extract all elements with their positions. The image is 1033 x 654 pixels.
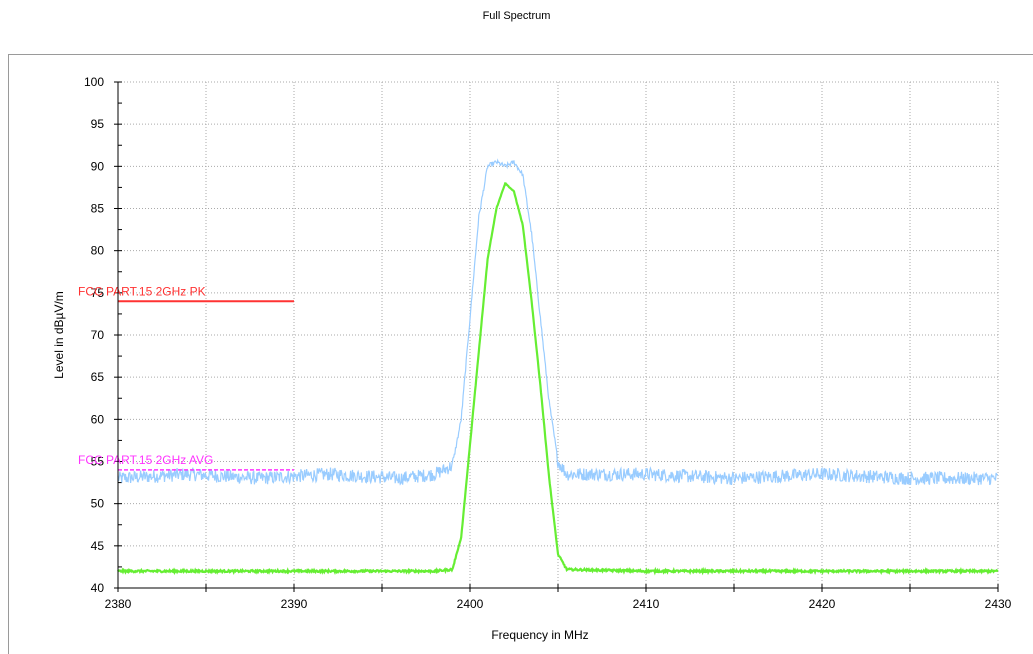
y-tick-label: 45 bbox=[91, 539, 105, 553]
x-tick-label: 2420 bbox=[809, 597, 836, 611]
x-tick-label: 2390 bbox=[281, 597, 308, 611]
series-line-2 bbox=[117, 182, 999, 576]
y-tick-label: 85 bbox=[91, 202, 105, 216]
x-tick-label: 2430 bbox=[985, 597, 1012, 611]
y-tick-label: 75 bbox=[91, 286, 105, 300]
y-tick-label: 65 bbox=[91, 370, 105, 384]
series-line-1 bbox=[117, 158, 999, 486]
y-tick-label: 60 bbox=[91, 412, 105, 426]
y-tick-label: 80 bbox=[91, 244, 105, 258]
y-tick-label: 50 bbox=[91, 497, 105, 511]
limit-label-avg: FCC PART.15 2GHz AVG bbox=[78, 453, 213, 467]
limit-label-pk: FCC PART.15 2GHz PK bbox=[78, 284, 206, 298]
y-tick-label: 90 bbox=[91, 159, 105, 173]
y-tick-label: 70 bbox=[91, 328, 105, 342]
x-tick-label: 2380 bbox=[105, 597, 132, 611]
y-axis-label: Level in dBµV/m bbox=[52, 291, 66, 379]
x-tick-label: 2410 bbox=[633, 597, 660, 611]
y-tick-label: 40 bbox=[91, 581, 105, 595]
series-group bbox=[117, 158, 999, 576]
limit-lines: FCC PART.15 2GHz PK FCC PART.15 2GHz AVG bbox=[78, 284, 294, 471]
x-tick-label: 2400 bbox=[457, 597, 484, 611]
y-tick-label: 95 bbox=[91, 117, 105, 131]
chart-frame bbox=[8, 54, 1033, 654]
y-tick-label: 100 bbox=[84, 75, 104, 89]
axis-ticks: 40 45 50 55 60 65 70 75 80 85 90 95 100 2380 2390 2400 2… bbox=[84, 75, 1012, 611]
chart-title: Full Spectrum bbox=[482, 10, 551, 22]
y-tick-label: 55 bbox=[91, 455, 105, 469]
x-axis-label: Frequency in MHz bbox=[491, 628, 588, 642]
